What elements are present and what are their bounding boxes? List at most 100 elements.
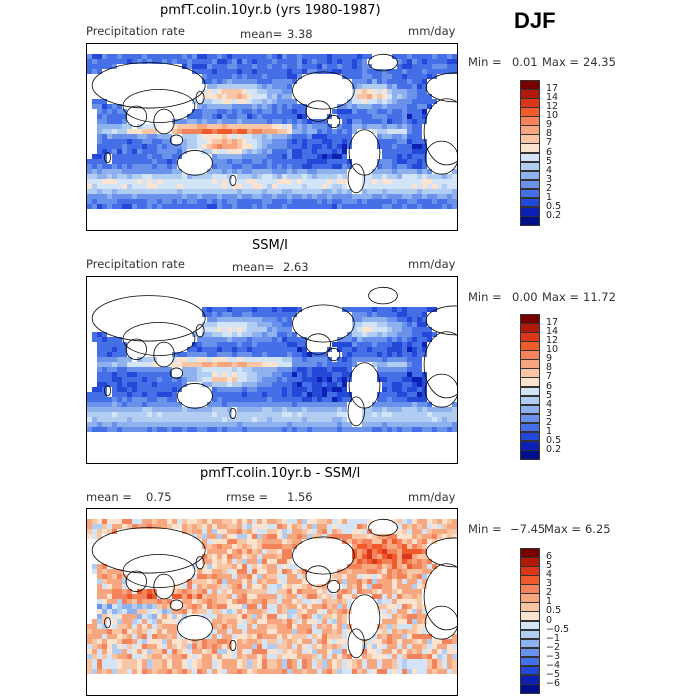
map-cell (322, 337, 328, 343)
map-cell (312, 287, 318, 293)
map-cell (327, 292, 333, 298)
map-cell (107, 204, 113, 210)
map-cell (207, 277, 213, 283)
map-cell (382, 159, 388, 165)
map-cell (417, 297, 423, 303)
map-cell (317, 104, 323, 110)
coastline (169, 134, 183, 146)
map-cell (197, 104, 203, 110)
map-cell (427, 292, 433, 298)
map-cell (212, 69, 218, 75)
map-cell (427, 49, 433, 55)
map-cell (272, 89, 278, 95)
map-cell (262, 69, 268, 75)
map-cell (432, 407, 438, 413)
map-cell (252, 392, 258, 398)
map-cell (117, 54, 123, 60)
map-cell (177, 69, 183, 75)
map-cell (297, 99, 303, 105)
map-cell (122, 164, 128, 170)
map-cell (422, 189, 428, 195)
map-cell (237, 69, 243, 75)
map-cell (167, 84, 173, 90)
map-cell (247, 377, 253, 383)
map-cell (217, 407, 223, 413)
map-cell (257, 219, 263, 225)
map-cell (157, 392, 163, 398)
map-cell (152, 209, 158, 215)
map-cell (162, 179, 168, 185)
map-cell (337, 377, 343, 383)
map-cell (202, 89, 208, 95)
map-cell (92, 402, 98, 408)
map-cell (137, 282, 143, 288)
map-cell (317, 59, 323, 65)
map-cell (212, 199, 218, 205)
map-cell (302, 407, 308, 413)
map-cell (182, 189, 188, 195)
map-cell (247, 312, 253, 318)
map-cell (197, 114, 203, 120)
panel2-units: mm/day (408, 257, 456, 271)
map-cell (337, 292, 343, 298)
map-cell (342, 372, 348, 378)
map-cell (292, 64, 298, 70)
map-cell (187, 377, 193, 383)
map-cell (367, 327, 373, 333)
map-cell (297, 49, 303, 55)
map-cell (157, 342, 163, 348)
map-cell (337, 407, 343, 413)
map-cell (372, 277, 378, 283)
map-cell (442, 277, 448, 283)
map-cell (102, 144, 108, 150)
map-cell (182, 342, 188, 348)
map-cell (187, 397, 193, 403)
map-cell (437, 194, 443, 200)
map-cell (422, 277, 428, 283)
map-cell (277, 99, 283, 105)
map-cell (267, 417, 273, 423)
map-cell (102, 69, 108, 75)
map-cell (227, 159, 233, 165)
map-cell (362, 139, 368, 145)
map-cell (177, 94, 183, 100)
map-cell (357, 322, 363, 328)
map-cell (367, 64, 373, 70)
map-cell (437, 64, 443, 70)
map-cell (132, 402, 138, 408)
map-cell (187, 357, 193, 363)
map-cell (367, 59, 373, 65)
map-cell (307, 119, 313, 125)
map-cell (217, 74, 223, 80)
map-cell (372, 372, 378, 378)
map-cell (252, 312, 258, 318)
map-cell (407, 219, 413, 225)
map-cell (217, 54, 223, 60)
map-cell (377, 412, 383, 418)
map-cell (162, 99, 168, 105)
map-cell (312, 204, 318, 210)
map-cell (357, 54, 363, 60)
map-cell (407, 277, 413, 283)
map-cell (87, 219, 93, 225)
map-cell (182, 89, 188, 95)
map-cell (177, 357, 183, 363)
map-cell (122, 327, 128, 333)
map-cell (327, 179, 333, 185)
map-cell (312, 377, 318, 383)
map-cell (102, 194, 108, 200)
map-cell (132, 134, 138, 140)
map-cell (387, 89, 393, 95)
map-cell (177, 224, 183, 230)
map-cell (387, 79, 393, 85)
map-cell (407, 134, 413, 140)
map-cell (327, 297, 333, 303)
map-cell (392, 134, 398, 140)
map-cell (117, 277, 123, 283)
map-cell (347, 312, 353, 318)
map-cell (92, 44, 98, 50)
map-cell (392, 184, 398, 190)
map-cell (217, 134, 223, 140)
map-cell (102, 174, 108, 180)
map-cell (422, 302, 428, 308)
